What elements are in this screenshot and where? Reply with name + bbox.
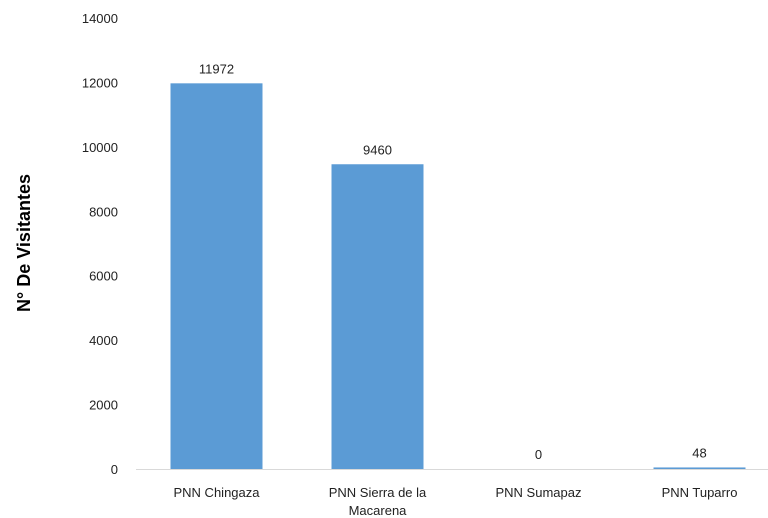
data-label: 48	[692, 445, 706, 460]
x-category-label: PNN Chingaza	[174, 485, 261, 500]
y-tick-label: 12000	[82, 75, 118, 90]
x-category-label: PNN Sumapaz	[496, 485, 582, 500]
y-tick-label: 6000	[89, 269, 118, 284]
y-tick-label: 14000	[82, 11, 118, 26]
bar-pnn-sierra-de-la-macarena	[331, 164, 424, 469]
x-axis-category-labels: PNN Chingaza PNN Sierra de la Macarena PNN …	[174, 485, 738, 518]
y-tick-label: 0	[111, 462, 118, 477]
data-labels: 11972 9460 0 48	[199, 61, 707, 462]
x-category-label: PNN Tuparro	[662, 485, 738, 500]
y-tick-label: 4000	[89, 333, 118, 348]
y-axis-ticks: 0 2000 4000 6000 8000 10000 12000 14000	[82, 11, 118, 477]
x-category-label: PNN Sierra de la Macarena	[329, 485, 427, 518]
bar-pnn-tuparro	[653, 467, 746, 469]
y-axis-label: N° De Visitantes	[14, 174, 34, 312]
bar-pnn-chingaza	[170, 83, 263, 470]
data-label: 9460	[363, 142, 392, 157]
y-tick-label: 8000	[89, 204, 118, 219]
y-tick-label: 2000	[89, 398, 118, 413]
bars	[170, 83, 746, 470]
data-label: 11972	[199, 61, 234, 76]
y-axis-label-group: N° De Visitantes	[14, 174, 34, 312]
data-label: 0	[535, 447, 542, 462]
y-tick-label: 10000	[82, 140, 118, 155]
